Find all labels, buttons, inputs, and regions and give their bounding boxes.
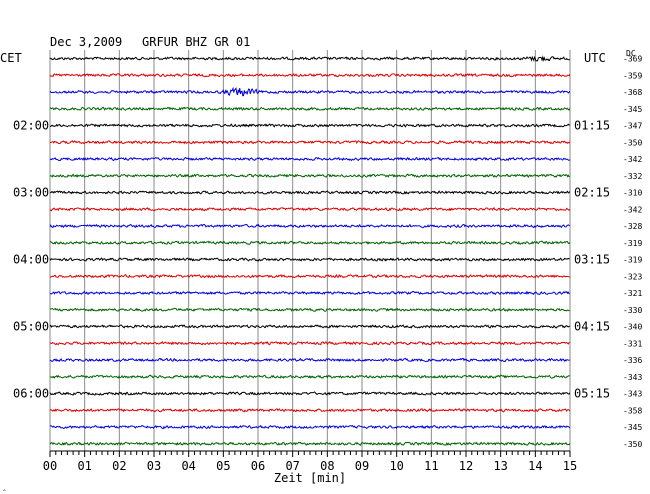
- x-tick-label-11: 11: [424, 459, 438, 473]
- trace-row-6: [49, 140, 571, 145]
- trace-row-24: [49, 441, 571, 446]
- left-zone-label: CET: [0, 51, 22, 65]
- trace-row-19: [49, 357, 570, 363]
- header-date: Dec 3,2009: [50, 35, 122, 49]
- dc-offset-row-21: -343: [623, 390, 642, 399]
- dc-offset-row-2: -359: [623, 71, 642, 80]
- x-tick-label-10: 10: [389, 459, 403, 473]
- trace-row-22: [49, 408, 571, 413]
- dc-offset-row-17: -340: [623, 323, 642, 332]
- dc-offset-row-9: -310: [623, 189, 642, 198]
- trace-row-1: [49, 55, 570, 62]
- header-station: GRFUR BHZ GR 01: [142, 35, 250, 49]
- x-axis-label: Zeit [min]: [274, 471, 346, 485]
- x-tick-label-07: 07: [285, 459, 299, 473]
- right-time-label: 04:15: [574, 320, 610, 334]
- trace-row-12: [49, 240, 571, 245]
- right-time-label: 01:15: [574, 119, 610, 133]
- x-tick-label-09: 09: [355, 459, 369, 473]
- trace-row-21: [49, 391, 571, 396]
- dc-offset-row-5: -347: [623, 122, 642, 131]
- x-tick-label-06: 06: [251, 459, 265, 473]
- dc-offset-row-23: -345: [623, 423, 642, 432]
- x-axis: 00 01 02 03 04 05 06 07 08 09 10 11 12 13 14 15: [43, 450, 577, 473]
- x-tick-label-15: 15: [563, 459, 577, 473]
- right-time-label: 03:15: [574, 253, 610, 267]
- dc-header-label: DC: [626, 49, 636, 58]
- dc-offset-row-10: -342: [623, 205, 642, 214]
- trace-row-20: [49, 374, 570, 379]
- dc-offset-row-19: -336: [623, 356, 642, 365]
- left-time-label: 06:00: [13, 387, 49, 401]
- x-tick-label-13: 13: [493, 459, 507, 473]
- trace-row-18: [49, 341, 570, 346]
- trace-row-5: [49, 123, 571, 128]
- left-time-label: 04:00: [13, 253, 49, 267]
- x-tick-label-04: 04: [181, 459, 195, 473]
- dc-offset-row-14: -323: [623, 272, 642, 281]
- right-zone-label: UTC: [584, 51, 606, 65]
- left-time-label: 02:00: [13, 119, 49, 133]
- dc-offset-row-1: -369: [623, 55, 642, 64]
- corner-mark: ‸: [3, 482, 6, 491]
- right-time-label: 02:15: [574, 186, 610, 200]
- trace-row-17: [49, 324, 570, 329]
- dc-offset-row-12: -319: [623, 239, 642, 248]
- dc-offset-row-20: -343: [623, 373, 642, 382]
- trace-row-13: [49, 257, 570, 262]
- x-tick-label-00: 00: [43, 459, 57, 473]
- trace-row-7: [49, 156, 571, 162]
- dc-offset-row-3: -368: [623, 88, 642, 97]
- left-time-label: 03:00: [13, 186, 49, 200]
- row-labels: -369 -359 -368 -345 -347 -350 -342 -332 -310 -342…: [13, 55, 642, 449]
- trace-row-15: [49, 290, 570, 296]
- dc-offset-row-15: -321: [623, 289, 642, 298]
- x-tick-label-14: 14: [528, 459, 542, 473]
- dc-offset-row-13: -319: [623, 256, 642, 265]
- dc-offset-row-18: -331: [623, 339, 642, 348]
- trace-row-2: [49, 73, 571, 78]
- left-time-label: 05:00: [13, 320, 49, 334]
- dc-offset-row-22: -358: [623, 406, 642, 415]
- trace-row-11: [49, 223, 570, 229]
- x-tick-label-08: 08: [320, 459, 334, 473]
- trace-row-23: [49, 424, 571, 430]
- dc-offset-row-6: -350: [623, 138, 642, 147]
- trace-row-10: [49, 207, 571, 212]
- trace-row-4: [49, 106, 571, 111]
- trace-row-14: [49, 274, 570, 279]
- trace-row-3: [49, 86, 571, 97]
- dc-offset-row-4: -345: [623, 105, 642, 114]
- x-tick-label-01: 01: [77, 459, 91, 473]
- x-tick-label-05: 05: [216, 459, 230, 473]
- right-time-label: 05:15: [574, 387, 610, 401]
- dc-offset-row-8: -332: [623, 172, 642, 181]
- grid-lines: [49, 50, 571, 451]
- dc-offset-row-7: -342: [623, 155, 642, 164]
- x-tick-label-03: 03: [147, 459, 161, 473]
- dc-offset-row-16: -330: [623, 306, 642, 315]
- x-tick-label-02: 02: [112, 459, 126, 473]
- dc-offset-row-24: -350: [623, 440, 642, 449]
- trace-row-8: [49, 173, 570, 178]
- x-tick-label-12: 12: [459, 459, 473, 473]
- trace-row-16: [49, 307, 570, 312]
- trace-row-9: [49, 190, 571, 195]
- trace-rows: [49, 55, 571, 446]
- dc-offset-row-11: -328: [623, 222, 642, 231]
